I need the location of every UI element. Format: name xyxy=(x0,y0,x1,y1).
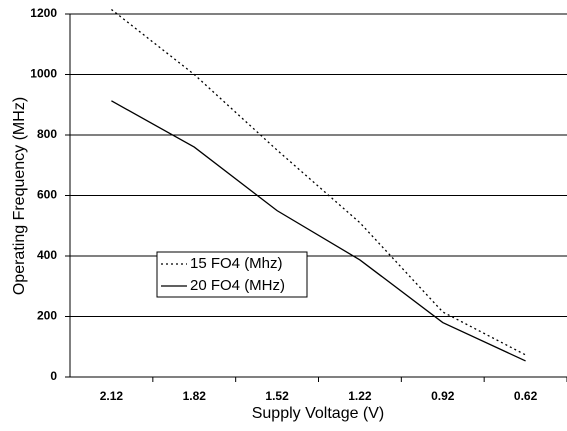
y-axis-title: Operating Frequency (MHz) xyxy=(11,97,28,295)
series-line xyxy=(111,100,526,362)
y-tick-label: 400 xyxy=(37,248,57,262)
y-tick-label: 200 xyxy=(37,309,57,323)
y-tick-label: 600 xyxy=(37,188,57,202)
x-tick-label: 1.22 xyxy=(348,389,372,403)
y-tick-label: 0 xyxy=(50,369,57,383)
x-tick-label: 2.12 xyxy=(100,389,124,403)
x-axis-title: Supply Voltage (V) xyxy=(252,405,385,422)
y-tick-label: 800 xyxy=(37,127,57,141)
y-tick-label: 1000 xyxy=(30,67,57,81)
legend-box xyxy=(156,251,308,298)
x-tick-label: 0.62 xyxy=(514,389,538,403)
y-tick-label: 1200 xyxy=(30,6,57,20)
x-tick-label: 1.82 xyxy=(183,389,207,403)
legend-label: 15 FO4 (Mhz) xyxy=(190,255,283,272)
series-line xyxy=(111,8,526,356)
x-tick-label: 0.92 xyxy=(431,389,455,403)
x-tick-label: 1.52 xyxy=(265,389,289,403)
legend-label: 20 FO4 (MHz) xyxy=(190,277,285,294)
